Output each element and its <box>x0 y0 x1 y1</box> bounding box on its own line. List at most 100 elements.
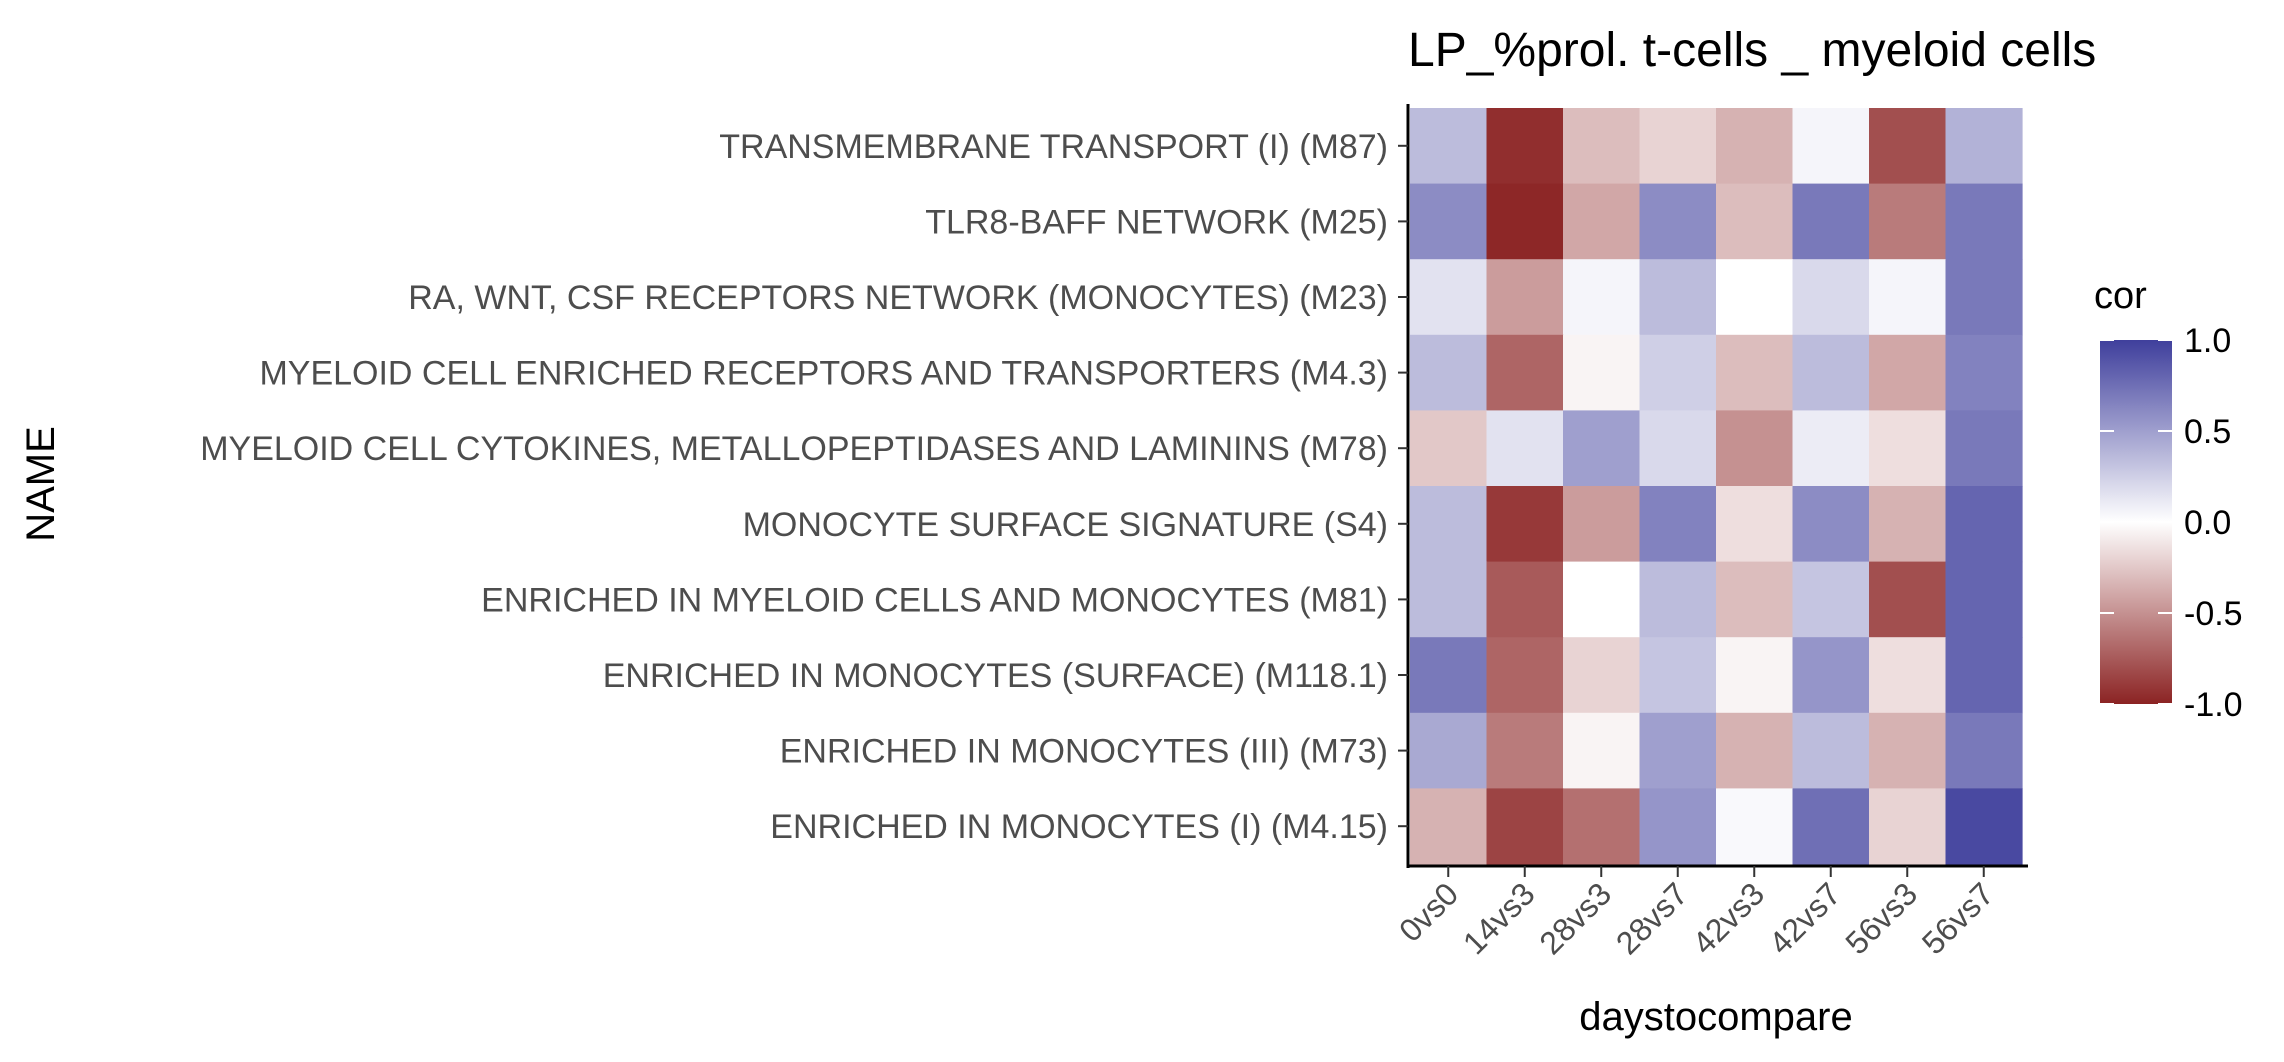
heatmap-cell <box>1410 410 1488 487</box>
heatmap-cell <box>1486 637 1564 714</box>
heatmap-cell <box>1792 259 1870 336</box>
heatmap-cell <box>1869 108 1947 185</box>
heatmap-cell <box>1410 712 1488 789</box>
heatmap-cell <box>1486 108 1564 185</box>
heatmap-cell <box>1639 410 1717 487</box>
heatmap-cell <box>1869 410 1947 487</box>
legend-tick-label: 0.0 <box>2184 504 2231 542</box>
heatmap-cells <box>1410 108 2023 865</box>
heatmap-cell <box>1563 788 1641 865</box>
heatmap-cell <box>1563 259 1641 336</box>
heatmap-cell <box>1486 486 1564 563</box>
heatmap-cell <box>1563 712 1641 789</box>
heatmap-cell <box>1639 259 1717 336</box>
heatmap-cell <box>1869 712 1947 789</box>
heatmap-cell <box>1792 637 1870 714</box>
heatmap-cell <box>1716 259 1794 336</box>
y-tick-label: ENRICHED IN MYELOID CELLS AND MONOCYTES … <box>481 581 1388 619</box>
heatmap-cell <box>1486 259 1564 336</box>
heatmap-cell <box>1792 712 1870 789</box>
heatmap-cell <box>1945 183 2023 260</box>
y-tick-label: MONOCYTE SURFACE SIGNATURE (S4) <box>743 506 1388 544</box>
heatmap-cell <box>1486 183 1564 260</box>
x-tick-label: 42vs3 <box>1685 875 1771 961</box>
heatmap-cell <box>1486 788 1564 865</box>
heatmap-cell <box>1792 486 1870 563</box>
x-tick-label: 28vs7 <box>1609 875 1695 961</box>
heatmap-cell <box>1945 788 2023 865</box>
x-tick-label: 56vs3 <box>1838 875 1924 961</box>
y-tick-label: ENRICHED IN MONOCYTES (SURFACE) (M118.1) <box>603 657 1388 695</box>
heatmap-cell <box>1716 183 1794 260</box>
x-tick-label: 42vs7 <box>1762 875 1848 961</box>
y-tick-label: TLR8-BAFF NETWORK (M25) <box>925 203 1388 241</box>
y-tick-label: MYELOID CELL ENRICHED RECEPTORS AND TRAN… <box>259 355 1388 393</box>
x-axis-title: daystocompare <box>1579 995 1852 1039</box>
heatmap-cell <box>1945 712 2023 789</box>
heatmap-cell <box>1410 486 1488 563</box>
heatmap-cell <box>1486 712 1564 789</box>
heatmap-cell <box>1945 561 2023 638</box>
legend-title: cor <box>2094 275 2147 317</box>
heatmap-cell <box>1716 486 1794 563</box>
heatmap-cell <box>1639 183 1717 260</box>
heatmap-cell <box>1945 108 2023 185</box>
heatmap-cell <box>1869 259 1947 336</box>
y-axis: TRANSMEMBRANE TRANSPORT (I) (M87) TLR8-BA… <box>200 104 1410 868</box>
legend-tick-label: 1.0 <box>2184 322 2231 360</box>
heatmap-cell <box>1410 561 1488 638</box>
heatmap-cell <box>1716 561 1794 638</box>
heatmap-cell <box>1639 108 1717 185</box>
heatmap-cell <box>1716 637 1794 714</box>
heatmap-cell <box>1639 561 1717 638</box>
legend-tick-label: -0.5 <box>2184 595 2243 633</box>
heatmap-cell <box>1563 183 1641 260</box>
heatmap-cell <box>1792 561 1870 638</box>
heatmap-cell <box>1716 410 1794 487</box>
heatmap-cell <box>1945 637 2023 714</box>
heatmap-cell <box>1486 561 1564 638</box>
y-axis-title: NAME <box>19 426 63 542</box>
color-legend: cor 1.0 0.5 0.0 -0.5 -1.0 <box>2094 275 2243 724</box>
x-tick-label: 28vs3 <box>1532 875 1618 961</box>
legend-tick-label: 0.5 <box>2184 413 2231 451</box>
heatmap-cell <box>1869 486 1947 563</box>
y-tick-label: MYELOID CELL CYTOKINES, METALLOPEPTIDASE… <box>200 430 1388 468</box>
heatmap-cell <box>1410 108 1488 185</box>
x-tick-label: 14vs3 <box>1456 875 1542 961</box>
heatmap-cell <box>1716 108 1794 185</box>
y-tick-label: ENRICHED IN MONOCYTES (III) (M73) <box>780 733 1388 771</box>
heatmap-cell <box>1410 334 1488 411</box>
heatmap-cell <box>1716 788 1794 865</box>
heatmap-cell <box>1869 788 1947 865</box>
heatmap-cell <box>1869 637 1947 714</box>
heatmap-cell <box>1945 259 2023 336</box>
heatmap-cell <box>1410 788 1488 865</box>
heatmap-cell <box>1639 334 1717 411</box>
heatmap-cell <box>1792 334 1870 411</box>
heatmap-cell <box>1410 259 1488 336</box>
heatmap-cell <box>1945 410 2023 487</box>
heatmap-cell <box>1716 712 1794 789</box>
heatmap-cell <box>1563 561 1641 638</box>
heatmap-cell <box>1486 410 1564 487</box>
heatmap-cell <box>1563 637 1641 714</box>
heatmap-cell <box>1945 486 2023 563</box>
heatmap-cell <box>1486 334 1564 411</box>
heatmap-cell <box>1410 637 1488 714</box>
heatmap-cell <box>1563 108 1641 185</box>
x-tick-label: 56vs7 <box>1915 875 2001 961</box>
heatmap-cell <box>1792 410 1870 487</box>
heatmap-cell <box>1869 334 1947 411</box>
heatmap-cell <box>1639 788 1717 865</box>
heatmap-cell <box>1792 788 1870 865</box>
heatmap-cell <box>1563 486 1641 563</box>
legend-tick-label: -1.0 <box>2184 686 2243 724</box>
heatmap-cell <box>1716 334 1794 411</box>
chart-title: LP_%prol. t-cells _ myeloid cells <box>1408 24 2096 77</box>
x-tick-label: 0vs0 <box>1392 875 1465 948</box>
heatmap-cell <box>1639 712 1717 789</box>
heatmap-cell <box>1410 183 1488 260</box>
